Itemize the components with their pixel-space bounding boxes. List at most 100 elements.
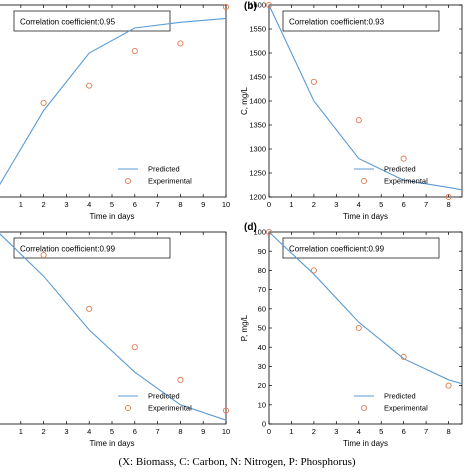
panel-a-legend-experimental: Experimental	[148, 177, 192, 186]
panel-a-xtick-label: 2	[42, 200, 46, 209]
panel-d-ylabel: P, mg/L	[240, 314, 249, 341]
panel-b-ytick-label: 1450	[249, 73, 266, 82]
panel-c-legend-marker-swatch	[124, 404, 132, 412]
panel-b-ytick-label: 1350	[249, 121, 266, 130]
panel-b-xtick-label: 5	[379, 200, 383, 209]
panel-d-xtick-label: 4	[357, 427, 361, 436]
panel-d-ytick-label: 10	[258, 400, 266, 409]
panel-c-xtick-label: 7	[156, 427, 160, 436]
panel-a-xtick-label: 4	[87, 200, 91, 209]
panel-c-xlabel: Time in days	[89, 439, 134, 448]
panel-d-xtick-label: 6	[402, 427, 406, 436]
panel-b-predicted-line	[268, 4, 463, 191]
panel-d-xtick-label: 0	[267, 427, 271, 436]
panel-c-xtick-label: 3	[64, 427, 68, 436]
panel-a-predicted-line	[0, 17, 227, 186]
panel-a-legend-predicted: Predicted	[148, 165, 180, 174]
panel-d-predicted-line	[268, 231, 463, 385]
panel-b-xtick-label: 3	[334, 200, 338, 209]
panel-b-xtick-label: 2	[312, 200, 316, 209]
panel-a-xlabel: Time in days	[89, 212, 134, 221]
panel-d-ytick-label: 30	[258, 362, 266, 371]
panel-d-xlabel: Time in days	[343, 439, 388, 448]
panel-d-ytick-label: 60	[258, 304, 266, 313]
panel-c-xtick-label: 8	[178, 427, 182, 436]
panel-b-axes-box	[268, 4, 463, 198]
panel-d-xtick-label: 1	[289, 427, 293, 436]
panel-d-experimental-point	[445, 382, 452, 389]
panel-c-predicted-line	[0, 233, 227, 421]
panel-d-ytick-label: 80	[258, 266, 266, 275]
panel-c-experimental-point	[177, 376, 184, 383]
panel-c-legend-predicted: Predicted	[148, 392, 180, 401]
panel-a-xtick-label: 10	[222, 200, 230, 209]
panel-c-xtick-label: 1	[19, 427, 23, 436]
panel-b-label: (b)	[244, 1, 257, 12]
panel-b-ytick-label: 1400	[249, 97, 266, 106]
panel-d-ytick-label: 0	[262, 420, 266, 429]
panel-b-experimental-point	[265, 1, 273, 9]
panel-b-experimental-point	[400, 155, 407, 162]
panel-c-xtick-label: 6	[133, 427, 137, 436]
panel-d-ytick-label: 40	[258, 343, 266, 352]
panel-c-experimental-point	[222, 407, 230, 414]
panel-d-experimental-point	[400, 353, 407, 360]
panel-a-experimental-point	[177, 40, 184, 47]
panel-c-xtick-label: 10	[222, 427, 230, 436]
panel-a-xtick-label: 6	[133, 200, 137, 209]
panel-b-xtick-label: 0	[267, 200, 271, 209]
panel-b-ytick-label: 1550	[249, 25, 266, 34]
panel-a-xtick-label: 5	[110, 200, 114, 209]
panel-a-experimental-point	[131, 48, 138, 55]
panel-b-legend-marker-swatch	[360, 177, 368, 185]
panel-a-xtick-label: 7	[156, 200, 160, 209]
panel-c-xtick-label: 5	[110, 427, 114, 436]
panel-d-ytick-label: 70	[258, 285, 266, 294]
panel-d-legend-predicted: Predicted	[384, 392, 416, 401]
panel-c-experimental-point	[86, 305, 93, 312]
panel-b-annotation-box	[282, 10, 440, 32]
panel-d-xtick-label: 7	[424, 427, 428, 436]
panel-a-xtick-label: 3	[64, 200, 68, 209]
panel-b-xtick-label: 6	[402, 200, 406, 209]
panel-b-legend-experimental: Experimental	[384, 177, 428, 186]
panel-c-xtick-label: 9	[201, 427, 205, 436]
panel-b-xtick-label: 1	[289, 200, 293, 209]
panel-d-experimental-point	[265, 228, 273, 236]
panel-d-experimental-point	[310, 267, 317, 274]
panel-d-legend-experimental: Experimental	[384, 404, 428, 413]
panel-a-annotation-box	[13, 10, 171, 32]
panel-b: 0 1 2 3 4 5 6 7 8 1200 1250 1300 1350 1400 1450 1500 155…	[240, 1, 463, 221]
panel-a-xtick-label: 8	[178, 200, 182, 209]
panel-c-axes-box	[0, 231, 227, 425]
panel-b-ylabel: C, mg/L	[240, 86, 249, 115]
panel-b-xlabel: Time in days	[343, 212, 388, 221]
panel-d-xtick-label: 5	[379, 427, 383, 436]
panel-a-xtick-label: 1	[19, 200, 23, 209]
panel-b-ytick-label: 1250	[249, 169, 266, 178]
panel-a-experimental-point	[86, 82, 93, 89]
panel-d-ytick-label: 100	[253, 228, 266, 237]
panel-a-axes-box	[0, 4, 227, 198]
panel-b-ytick-label: 1600	[249, 1, 266, 10]
panel-d-ytick-label: 20	[258, 381, 266, 390]
panel-c: 1 2 3 4 5 6 7 8 9 10 Time in days Correlation coeff…	[0, 231, 230, 448]
panel-a: 1 2 3 4 5 6 7 8 9 10 Time in days Correlation coeff…	[0, 3, 230, 221]
panel-d-annotation: Correlation coefficient:0.99	[289, 245, 385, 254]
panel-c-experimental-point	[131, 344, 138, 351]
panel-b-ytick-label: 1300	[249, 145, 266, 154]
panel-c-xtick-label: 2	[42, 427, 46, 436]
panel-b-experimental-point	[310, 78, 317, 85]
panel-b-experimental-point	[445, 193, 452, 201]
panel-a-experimental-point	[222, 3, 230, 10]
panel-b-xtick-label: 7	[424, 200, 428, 209]
panel-d-xtick-label: 3	[334, 427, 338, 436]
panel-d-experimental-point	[355, 324, 362, 332]
panel-c-experimental-point	[40, 251, 47, 259]
panel-b-annotation: Correlation coefficient:0.93	[289, 18, 385, 27]
panel-b-xtick-label: 4	[357, 200, 361, 209]
panel-b-legend-predicted: Predicted	[384, 165, 416, 174]
figure-caption: (X: Biomass, C: Carbon, N: Nitrogen, P: …	[118, 456, 356, 468]
